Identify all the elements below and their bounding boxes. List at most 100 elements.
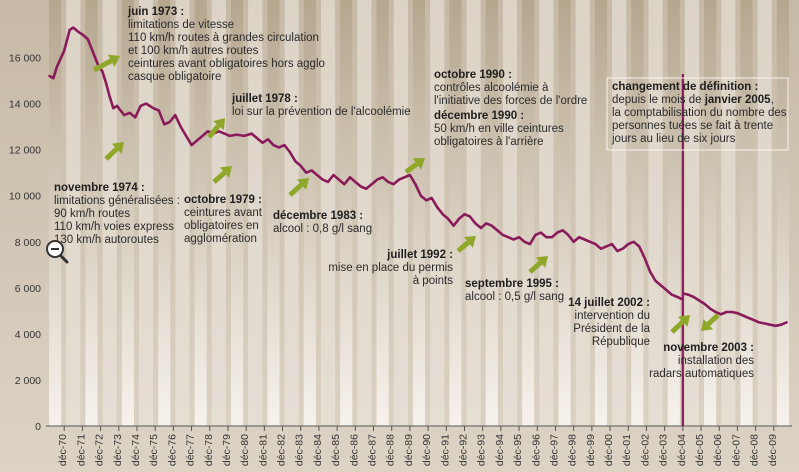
annotation-line: limitations généralisées :	[54, 195, 180, 207]
year-band	[502, 0, 518, 426]
annotation-line: jours au lieu de six jours	[611, 133, 736, 145]
annotation: 14 juillet 2002 :intervention duPrésiden…	[568, 297, 650, 348]
series-group	[48, 26, 788, 426]
year-bands	[49, 0, 789, 426]
annotation-line: radars automatiques	[649, 368, 754, 380]
y-tick-label: 14 000	[9, 99, 41, 111]
x-tick-label: déc-06	[712, 434, 724, 466]
x-tick-label: déc-07	[730, 434, 742, 466]
annotation-line: personnes tuées se fait à trente	[612, 120, 773, 132]
year-band	[158, 0, 171, 426]
annotation-date: novembre 1974 :	[54, 182, 145, 194]
annotation-date: septembre 1995 :	[465, 278, 559, 290]
year-band	[412, 0, 426, 426]
x-tick-label: déc-08	[749, 434, 761, 466]
y-tick-label: 10 000	[9, 191, 41, 203]
x-tick-label: déc-73	[112, 434, 124, 466]
annotation-line: 110 km/h routes à grandes circulation	[128, 32, 319, 44]
year-band	[303, 0, 316, 426]
year-band	[376, 0, 389, 426]
annotation-date: décembre 1990 :	[434, 110, 524, 122]
y-tick-label: 2 000	[15, 375, 41, 387]
annotation-line: et 100 km/h autres routes	[128, 45, 259, 57]
axes: 0 2 000 4 000 6 000 8 000 10 000 12 000 14 000 1…	[9, 53, 792, 466]
x-tick-label: déc-74	[130, 434, 142, 466]
y-tick-label: 4 000	[15, 329, 41, 341]
annotation: décembre 1983 :alcool : 0,8 g/l sang	[273, 210, 372, 235]
annotation-line: limitations de vitesse	[128, 19, 234, 31]
year-band	[667, 0, 680, 426]
x-tick-label: déc-80	[239, 434, 251, 466]
annotation: changement de définition :depuis le mois…	[611, 81, 787, 145]
series-line	[48, 26, 685, 301]
annotation-line: installation des	[678, 355, 754, 367]
series-line	[682, 292, 788, 328]
annotation: novembre 1974 :limitations généralisées …	[54, 182, 180, 246]
year-band	[485, 0, 498, 426]
x-tick-label: déc-91	[439, 434, 451, 466]
x-tick-label: déc-89	[403, 434, 415, 466]
y-tick-label: 16 000	[9, 53, 41, 65]
x-tick-label: déc-09	[767, 434, 779, 466]
x-tick-label: déc-03	[658, 434, 670, 466]
annotation-date: octobre 1979 :	[184, 194, 262, 206]
x-tick-label: déc-84	[312, 434, 324, 466]
year-band	[175, 0, 190, 426]
x-tick-label: déc-04	[676, 434, 688, 466]
x-tick-label: déc-99	[585, 434, 597, 466]
year-band	[194, 0, 207, 426]
annotation-line: agglomération	[184, 233, 257, 245]
x-tick-label: déc-75	[148, 434, 160, 466]
x-tick-label: déc-94	[494, 434, 506, 466]
year-band	[648, 0, 663, 426]
annotation: octobre 1979 :ceintures avantobligatoire…	[184, 194, 263, 245]
year-band	[575, 0, 590, 426]
annotation-line: obligatoires en	[184, 220, 259, 232]
annotation-line: République	[592, 336, 650, 348]
annotation-date: octobre 1990 :	[434, 69, 512, 81]
x-tick-label: déc-00	[603, 434, 615, 466]
annotation-arrow-icon	[670, 315, 690, 334]
year-band	[320, 0, 336, 426]
annotation-arrow-icon	[404, 158, 425, 175]
x-tick-label: déc-02	[639, 434, 651, 466]
year-band	[340, 0, 353, 426]
year-band	[612, 0, 627, 426]
year-band	[357, 0, 372, 426]
annotation-line: contrôles alcoolémie à	[434, 82, 549, 94]
x-tick-label: déc-86	[348, 434, 360, 466]
annotation-line: 130 km/h autoroutes	[54, 234, 159, 246]
annotation-date: décembre 1983 :	[273, 210, 363, 222]
annotation-line: alcool : 0,8 g/l sang	[273, 223, 372, 235]
annotation-line: mise en place du permis	[328, 262, 453, 274]
year-band	[211, 0, 226, 426]
annotation-line: à points	[413, 275, 454, 287]
x-tick-label: déc-92	[457, 434, 469, 466]
x-tick-label: déc-82	[276, 434, 288, 466]
annotation-arrow-icon	[207, 118, 225, 139]
annotation: décembre 1990 :50 km/h en ville ceinture…	[434, 110, 564, 148]
annotation-arrow-icon	[288, 178, 309, 197]
x-tick-label: déc-76	[166, 434, 178, 466]
year-band	[466, 0, 481, 426]
annotation-line: l'initiative des forces de l'ordre	[434, 95, 587, 107]
annotation-frame	[606, 77, 789, 151]
annotation-line: Président de la	[573, 323, 650, 335]
annotation-line: ceintures avant	[184, 207, 263, 219]
x-tick-label: déc-98	[567, 434, 579, 466]
year-band	[267, 0, 280, 426]
x-tick-label: déc-01	[621, 434, 633, 466]
annotation-line: 90 km/h routes	[54, 208, 130, 220]
x-tick-label: déc-77	[185, 434, 197, 466]
annotation: octobre 1990 :contrôles alcoolémie àl'in…	[434, 69, 587, 107]
year-band	[631, 0, 644, 426]
year-band	[85, 0, 98, 426]
magnifier-minus-icon[interactable]	[46, 240, 69, 264]
annotation-arrow-icon	[212, 166, 232, 184]
year-band	[539, 0, 554, 426]
